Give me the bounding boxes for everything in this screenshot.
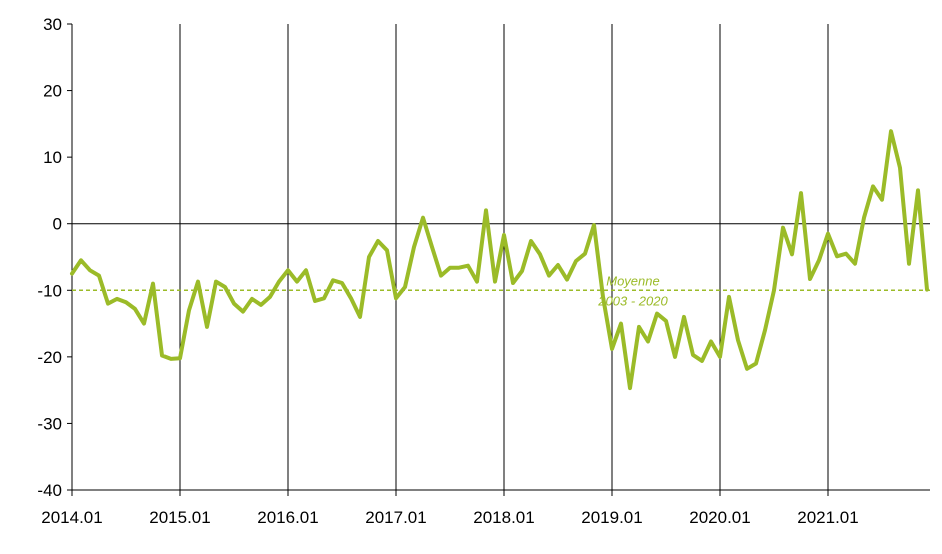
axes	[67, 23, 930, 496]
tick-labels: 2014.01 2015.01 2016.01 2017.01 2018.01 2019.…	[37, 15, 858, 527]
y-tick-label: -20	[37, 348, 62, 367]
x-tick-label: 2020.01	[689, 508, 750, 527]
y-tick-label: 10	[43, 148, 62, 167]
x-tick-label: 2018.01	[473, 508, 534, 527]
y-tick-label: -40	[37, 481, 62, 500]
average-label-line-1: Moyenne	[606, 273, 659, 288]
x-tick-label: 2014.01	[41, 508, 102, 527]
y-tick-label: 0	[53, 215, 62, 234]
y-tick-label: -30	[37, 414, 62, 433]
x-tick-label: 2015.01	[149, 508, 210, 527]
series-line	[70, 129, 929, 391]
vertical-gridlines	[179, 24, 829, 490]
average-annotation: Moyenne 2003 - 2020	[597, 273, 668, 308]
average-label-line-2: 2003 - 2020	[597, 293, 668, 308]
x-tick-label: 2021.01	[797, 508, 858, 527]
x-tick-label: 2017.01	[365, 508, 426, 527]
x-tick-label: 2019.01	[581, 508, 642, 527]
series-layer	[70, 129, 929, 391]
y-tick-label: -10	[37, 281, 62, 300]
y-tick-label: 30	[43, 15, 62, 34]
x-tick-label: 2016.01	[257, 508, 318, 527]
y-tick-label: 20	[43, 82, 62, 101]
